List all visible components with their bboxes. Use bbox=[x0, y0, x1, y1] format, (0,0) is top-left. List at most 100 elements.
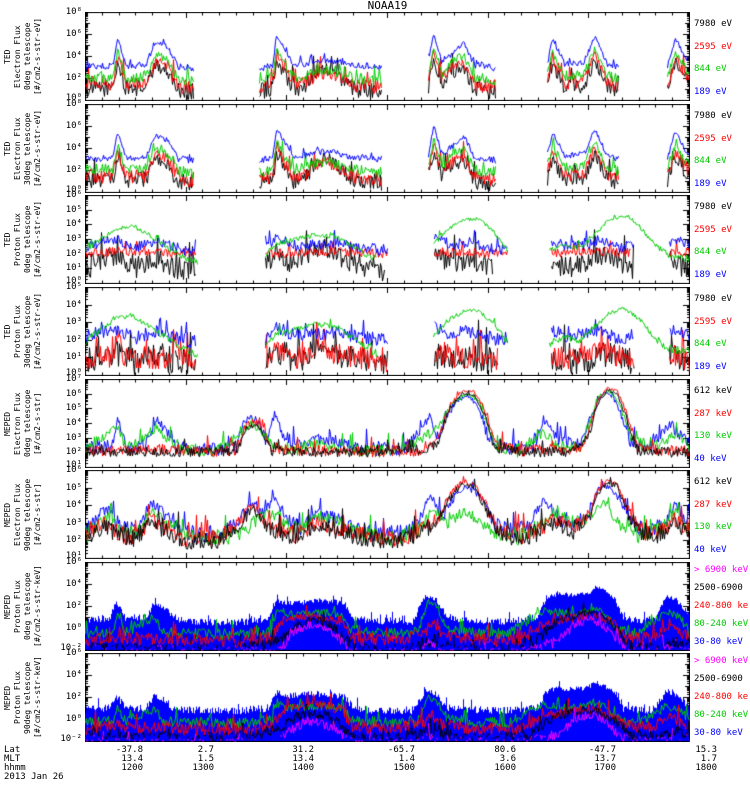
y-tick-label: 10² bbox=[65, 692, 82, 702]
panel-4: TED Proton Flux 30deg telescope [#/cm2-s… bbox=[0, 283, 750, 378]
panel-2-legend: 7980 eV 2595 eV 844 eV 189 eV bbox=[694, 104, 750, 193]
legend-entry: 2595 eV bbox=[694, 42, 732, 52]
y-tick-label: 10⁴ bbox=[65, 219, 82, 229]
legend-entry: 40 keV bbox=[694, 454, 727, 464]
time-column-1700: -47.7 13.7 1700 bbox=[560, 746, 616, 773]
panel-1-plot-canvas bbox=[85, 12, 690, 101]
lat-row-label: Lat bbox=[4, 745, 21, 755]
y-tick-label: 10⁰ bbox=[65, 623, 82, 633]
y-tick-label: 10⁵ bbox=[65, 205, 82, 215]
hhmm-value: 1300 bbox=[192, 763, 214, 773]
y-tick-label: 10⁸ bbox=[65, 7, 82, 17]
y-tick-label: 10⁶ bbox=[65, 465, 82, 475]
y-tick-label: 10² bbox=[65, 535, 82, 545]
panel-3-legend: 7980 eV 2595 eV 844 eV 189 eV bbox=[694, 195, 750, 284]
legend-entry: 189 eV bbox=[694, 87, 727, 97]
legend-entry: 844 eV bbox=[694, 339, 727, 349]
bottom-axis: Lat MLT hhmm 2013 Jan 26 -37.8 13.4 1200 2.… bbox=[0, 744, 750, 800]
time-column-1800: 15.3 1.7 1800 bbox=[661, 746, 717, 773]
legend-entry: 80-240 keV bbox=[694, 710, 749, 720]
hhmm-value: 1700 bbox=[594, 763, 616, 773]
legend-entry: 7980 eV bbox=[694, 202, 732, 212]
legend-entry: 287 keV bbox=[694, 500, 732, 510]
mlt-row-label: MLT bbox=[4, 754, 21, 764]
panel-2-plot-canvas bbox=[85, 104, 690, 193]
y-tick-label: 10² bbox=[65, 165, 82, 175]
legend-entry: 612 keV bbox=[694, 477, 732, 487]
legend-entry: 7980 eV bbox=[694, 111, 732, 121]
y-tick-label: 10⁴ bbox=[65, 51, 82, 61]
panel-3: TED Proton Flux 0deg telescope [#/cm2-s-… bbox=[0, 191, 750, 286]
legend-entry: 130 keV bbox=[694, 522, 732, 532]
time-column-1400: 31.2 13.4 1400 bbox=[258, 746, 314, 773]
panel-4-yticks: 10⁵ 10⁴ 10³ 10² 10¹ 10⁰ bbox=[0, 283, 84, 378]
y-tick-label: 10² bbox=[65, 601, 82, 611]
legend-entry: > 6900 keV bbox=[694, 565, 749, 575]
legend-entry: 2595 eV bbox=[694, 134, 732, 144]
date-label: 2013 Jan 26 bbox=[4, 772, 64, 782]
y-tick-label: 10⁸ bbox=[65, 99, 82, 109]
y-tick-label: 10² bbox=[65, 73, 82, 83]
legend-entry: 844 eV bbox=[694, 64, 727, 74]
mlt-value: 13.4 bbox=[121, 754, 143, 764]
hhmm-value: 1200 bbox=[121, 763, 143, 773]
panel-5-plot-canvas bbox=[85, 379, 690, 468]
time-column-1600: 80.6 3.6 1600 bbox=[460, 746, 516, 773]
y-tick-label: 10³ bbox=[65, 433, 82, 443]
panel-4-legend: 7980 eV 2595 eV 844 eV 189 eV bbox=[694, 287, 750, 376]
y-tick-label: 10⁴ bbox=[65, 418, 82, 428]
panel-7: MEPED Proton Flux 0deg telescope [#/cm2-… bbox=[0, 558, 750, 653]
hhmm-value: 1800 bbox=[695, 763, 717, 773]
time-column-1300: 2.7 1.5 1300 bbox=[158, 746, 214, 773]
y-tick-label: 10⁴ bbox=[65, 143, 82, 153]
legend-entry: 7980 eV bbox=[694, 294, 732, 304]
axis-row-stubs: Lat MLT hhmm bbox=[4, 746, 26, 773]
legend-entry: 612 keV bbox=[694, 386, 732, 396]
panel-1-legend: 7980 eV 2595 eV 844 eV 189 eV bbox=[694, 12, 750, 101]
panel-2-yticks: 10⁸ 10⁶ 10⁴ 10² 10⁰ bbox=[0, 100, 84, 195]
panel-8: MEPED Proton Flux 90deg telescope [#/cm2… bbox=[0, 649, 750, 744]
y-tick-label: 10¹ bbox=[65, 263, 82, 273]
legend-entry: 30-80 keV bbox=[694, 637, 743, 647]
y-tick-label: 10⁵ bbox=[65, 403, 82, 413]
lat-value: 80.6 bbox=[494, 745, 516, 755]
hhmm-value: 1500 bbox=[393, 763, 415, 773]
y-tick-label: 10⁵ bbox=[65, 282, 82, 292]
time-column-1500: -65.7 1.4 1500 bbox=[359, 746, 415, 773]
y-tick-label: 10³ bbox=[65, 234, 82, 244]
legend-entry: 189 eV bbox=[694, 179, 727, 189]
panel-5-yticks: 10⁷ 10⁶ 10⁵ 10⁴ 10³ 10² 10¹ bbox=[0, 375, 84, 470]
y-tick-label: 10⁰ bbox=[65, 185, 82, 195]
legend-entry: 844 eV bbox=[694, 247, 727, 257]
y-tick-label: 10⁶ bbox=[65, 190, 82, 200]
legend-entry: > 6900 keV bbox=[694, 656, 749, 666]
y-tick-label: 10⁴ bbox=[65, 579, 82, 589]
y-tick-label: 10³ bbox=[65, 317, 82, 327]
legend-entry: 2595 eV bbox=[694, 317, 732, 327]
lat-value: 2.7 bbox=[197, 745, 214, 755]
mlt-value: 13.4 bbox=[292, 754, 314, 764]
legend-entry: 287 keV bbox=[694, 409, 732, 419]
y-tick-label: 10⁰ bbox=[65, 714, 82, 724]
legend-entry: 2500-6900 bbox=[694, 583, 743, 593]
y-tick-label: 10³ bbox=[65, 518, 82, 528]
lat-value: 15.3 bbox=[695, 745, 717, 755]
y-tick-label: 10⁰ bbox=[65, 93, 82, 103]
mlt-value: 13.7 bbox=[594, 754, 616, 764]
y-tick-label: 10⁵ bbox=[65, 483, 82, 493]
y-tick-label: 10⁻² bbox=[60, 643, 82, 653]
y-tick-label: 10² bbox=[65, 447, 82, 457]
panel-6-legend: 612 keV 287 keV 130 keV 40 keV bbox=[694, 470, 750, 559]
hhmm-row-label: hhmm bbox=[4, 763, 26, 773]
panel-7-yticks: 10⁶ 10⁴ 10² 10⁰ 10⁻² bbox=[0, 558, 84, 653]
panel-3-yticks: 10⁶ 10⁵ 10⁴ 10³ 10² 10¹ 10⁰ bbox=[0, 191, 84, 286]
panel-1: TED Electron Flux 0deg telescope [#/cm2-… bbox=[0, 8, 750, 103]
y-tick-label: 10¹ bbox=[65, 460, 82, 470]
lat-value: -47.7 bbox=[588, 745, 616, 755]
panel-1-yticks: 10⁸ 10⁶ 10⁴ 10² 10⁰ bbox=[0, 8, 84, 103]
panel-6: MEPED Electron Flux 90deg telescope [#/c… bbox=[0, 466, 750, 561]
y-tick-label: 10⁷ bbox=[65, 374, 82, 384]
time-column-1200: -37.8 13.4 1200 bbox=[87, 746, 143, 773]
hhmm-value: 1600 bbox=[494, 763, 516, 773]
